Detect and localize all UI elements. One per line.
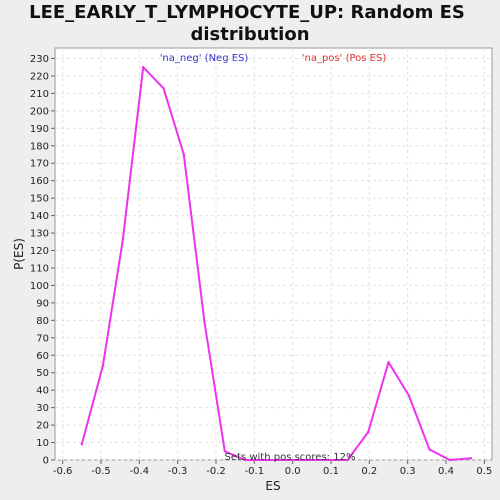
y-tick-label: 50 xyxy=(36,368,49,379)
data-point xyxy=(80,443,84,446)
data-point xyxy=(264,458,268,462)
y-tick-label: 100 xyxy=(30,281,49,292)
x-tick-label: 0.1 xyxy=(323,466,339,477)
data-point xyxy=(387,361,390,364)
y-tick-label: 110 xyxy=(30,263,49,274)
x-tick-label: 0.0 xyxy=(285,466,301,477)
y-tick-label: 80 xyxy=(36,316,49,327)
x-tick-label: -0.2 xyxy=(206,466,226,477)
y-tick-label: 70 xyxy=(36,333,49,344)
x-tick-label: 0.2 xyxy=(361,466,377,477)
data-point xyxy=(346,458,349,462)
y-tick-label: 140 xyxy=(30,211,49,222)
data-point xyxy=(203,320,206,324)
legend-pos-label: 'na_pos' (Pos ES) xyxy=(302,53,387,64)
y-tick-label: 120 xyxy=(30,246,49,257)
data-point xyxy=(101,364,105,367)
grid xyxy=(55,48,492,461)
chart-title-line2: distribution xyxy=(190,24,309,45)
y-tick-label: 0 xyxy=(43,456,49,467)
x-tick-label: -0.4 xyxy=(130,466,150,477)
y-tick-label: 190 xyxy=(30,124,49,135)
y-tick-label: 10 xyxy=(36,438,49,449)
series-line xyxy=(80,66,471,461)
data-point xyxy=(448,458,452,462)
data-point xyxy=(121,238,125,242)
x-tick-label: -0.1 xyxy=(245,466,265,477)
x-tick-label: 0.5 xyxy=(476,466,492,477)
legend-neg-label: 'na_neg' (Neg ES) xyxy=(160,53,249,64)
plot-area xyxy=(54,47,493,461)
y-tick-label: 160 xyxy=(30,176,49,187)
x-tick-label: -0.6 xyxy=(53,466,73,477)
data-point xyxy=(407,394,411,397)
x-axis-label: ES xyxy=(265,479,280,493)
y-tick-label: 180 xyxy=(30,141,49,152)
y-tick-label: 130 xyxy=(30,229,49,240)
axes: 0 10 20 30 40 50 60 70 80 90 100 110 120 130 140 150 160… xyxy=(30,54,492,477)
data-point xyxy=(469,457,473,460)
y-tick-label: 230 xyxy=(30,54,49,65)
y-tick-label: 90 xyxy=(36,298,49,309)
data-point xyxy=(223,450,227,453)
data-point xyxy=(325,458,329,462)
x-tick-label: 0.4 xyxy=(438,466,454,477)
chart-title-line1: LEE_EARLY_T_LYMPHOCYTE_UP: Random ES xyxy=(29,2,465,23)
data-point xyxy=(366,430,370,434)
data-point xyxy=(182,153,185,156)
y-tick-label: 150 xyxy=(30,194,49,205)
y-tick-label: 30 xyxy=(36,403,49,414)
y-tick-label: 170 xyxy=(30,159,49,170)
x-tick-label: 0.3 xyxy=(400,466,416,477)
y-tick-label: 40 xyxy=(36,386,49,397)
data-point xyxy=(305,458,308,462)
y-tick-label: 60 xyxy=(36,351,49,362)
data-point xyxy=(284,458,288,462)
x-tick-label: -0.3 xyxy=(168,466,188,477)
data-point xyxy=(428,448,431,451)
y-tick-label: 20 xyxy=(36,421,49,432)
pos-score-annotation: Sets with pos scores: 12% xyxy=(225,452,356,463)
y-axis-label: P(ES) xyxy=(12,238,26,270)
data-point xyxy=(243,458,247,462)
data-point xyxy=(141,66,145,69)
data-point xyxy=(162,86,165,90)
series-layer xyxy=(80,66,473,462)
x-tick-label: -0.5 xyxy=(91,466,111,477)
y-tick-label: 210 xyxy=(30,89,49,100)
y-tick-label: 220 xyxy=(30,71,49,82)
y-tick-label: 200 xyxy=(30,106,49,117)
